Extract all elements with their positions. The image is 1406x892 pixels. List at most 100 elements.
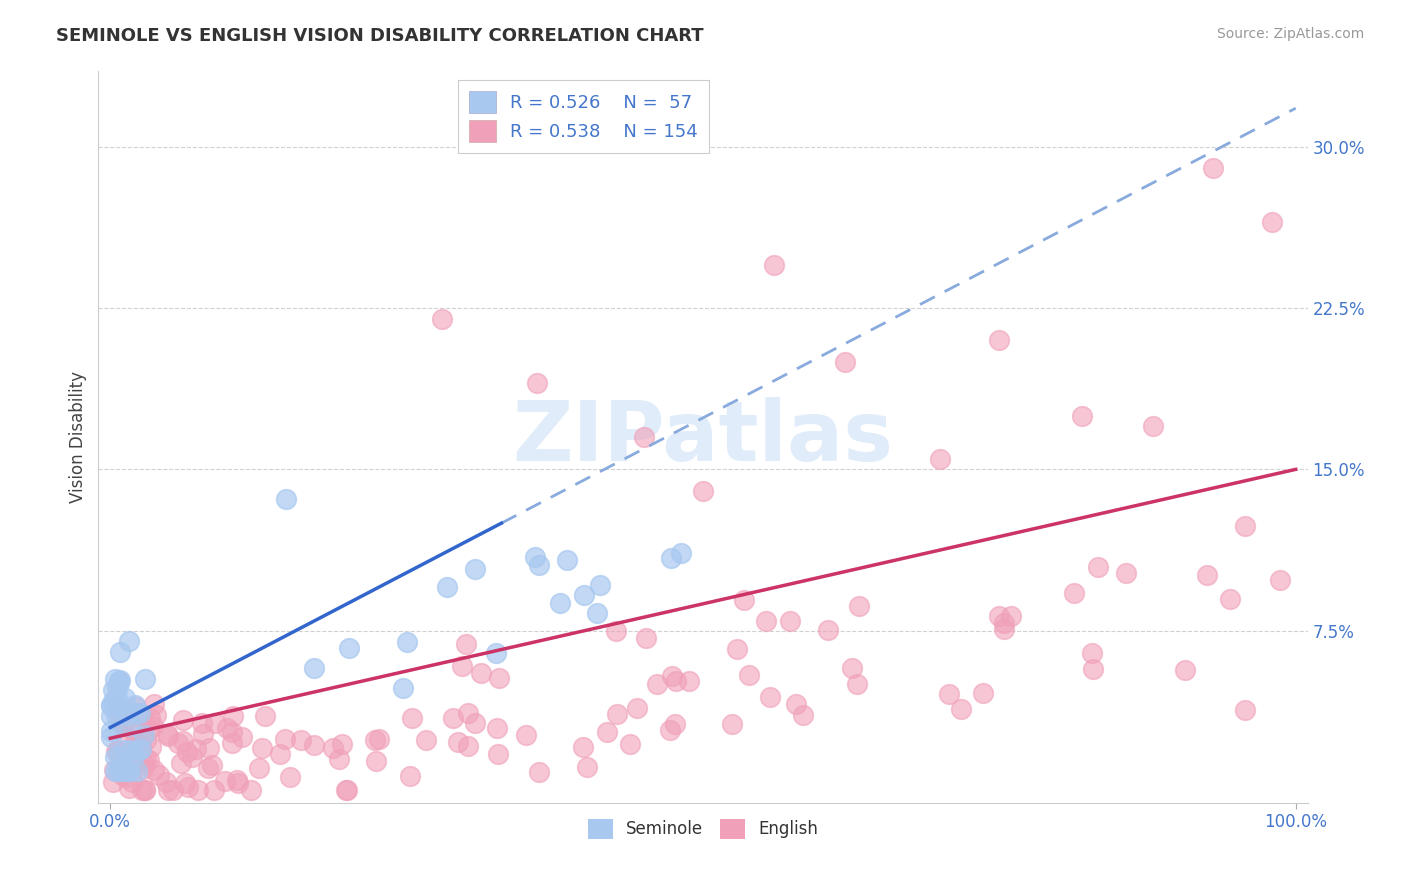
Point (364, 733, 387, 747)
Point (121, 722, 143, 736)
Point (108, 675, 131, 690)
Point (198, 740, 221, 755)
Point (128, 739, 150, 753)
Point (172, 734, 194, 748)
Point (129, 708, 152, 723)
Point (949, 702, 972, 716)
Point (125, 747, 148, 761)
Point (115, 729, 138, 743)
Point (129, 738, 152, 752)
Point (240, 783, 263, 797)
Point (121, 775, 143, 789)
Point (132, 728, 155, 742)
Point (335, 783, 357, 797)
Point (515, 728, 537, 742)
Point (526, 376, 548, 391)
Point (337, 640, 360, 655)
Point (134, 672, 156, 686)
Point (988, 333, 1011, 347)
Point (108, 645, 131, 659)
Point (202, 783, 225, 797)
Point (118, 634, 141, 648)
Point (107, 704, 129, 718)
Point (330, 737, 353, 751)
Point (464, 562, 486, 576)
Point (100, 730, 122, 744)
Point (1063, 586, 1085, 600)
Point (184, 742, 207, 756)
Point (1000, 609, 1022, 624)
Point (486, 747, 509, 762)
Point (1115, 566, 1137, 580)
Point (626, 701, 648, 715)
Y-axis label: Vision Disability: Vision Disability (69, 371, 87, 503)
Point (576, 759, 599, 773)
Point (485, 647, 508, 661)
Point (720, 717, 742, 731)
Point (664, 716, 686, 731)
Point (659, 551, 682, 566)
Point (169, 756, 191, 770)
Point (336, 783, 359, 797)
Point (100, 698, 122, 712)
Point (103, 672, 125, 686)
Point (1261, 215, 1284, 229)
Point (100, 723, 122, 738)
Point (104, 764, 127, 778)
Point (104, 708, 127, 723)
Point (755, 614, 778, 628)
Point (104, 750, 127, 764)
Point (834, 355, 856, 369)
Point (488, 671, 510, 685)
Point (678, 674, 700, 689)
Point (107, 699, 129, 714)
Point (589, 577, 612, 591)
Point (737, 667, 759, 681)
Point (606, 707, 628, 722)
Point (322, 741, 344, 756)
Text: ZIPatlas: ZIPatlas (513, 397, 893, 477)
Point (225, 772, 247, 787)
Point (290, 732, 312, 747)
Point (633, 430, 655, 444)
Point (1234, 703, 1257, 717)
Point (1083, 662, 1105, 676)
Text: Source: ZipAtlas.com: Source: ZipAtlas.com (1216, 27, 1364, 41)
Point (274, 732, 297, 747)
Point (457, 739, 479, 753)
Point (108, 674, 131, 689)
Point (142, 697, 165, 711)
Point (101, 774, 124, 789)
Point (181, 749, 204, 764)
Point (222, 709, 245, 723)
Point (127, 743, 149, 757)
Point (214, 774, 236, 789)
Point (138, 753, 160, 767)
Point (1202, 161, 1225, 176)
Point (938, 688, 960, 702)
Point (190, 715, 212, 730)
Point (993, 623, 1015, 637)
Point (115, 707, 138, 722)
Point (605, 624, 627, 639)
Point (124, 698, 146, 712)
Point (139, 711, 162, 725)
Point (1219, 591, 1241, 606)
Point (110, 768, 132, 782)
Point (187, 783, 209, 797)
Point (112, 719, 135, 733)
Point (302, 739, 325, 753)
Point (661, 669, 683, 683)
Point (135, 751, 157, 765)
Point (111, 718, 134, 732)
Point (121, 757, 143, 772)
Point (103, 763, 125, 777)
Point (1142, 419, 1164, 434)
Point (391, 681, 413, 695)
Point (145, 707, 167, 722)
Point (572, 588, 595, 602)
Point (108, 710, 131, 724)
Point (669, 546, 692, 560)
Point (129, 742, 152, 756)
Point (114, 691, 136, 706)
